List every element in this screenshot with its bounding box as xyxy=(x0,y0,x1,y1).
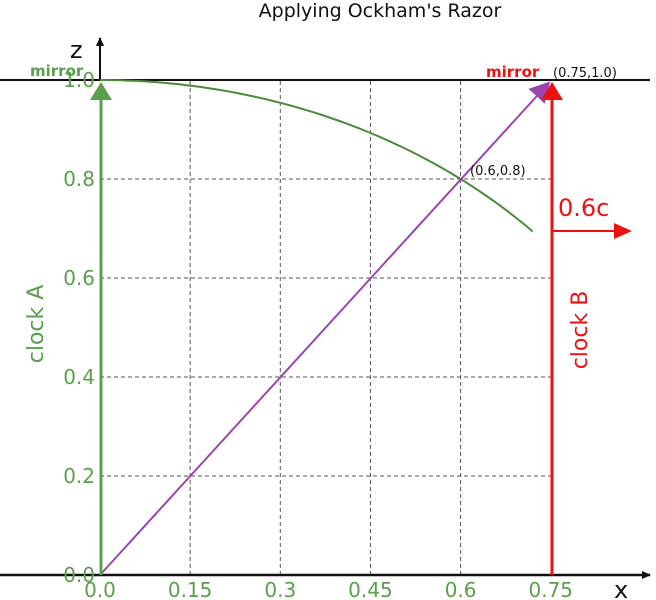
mirror-a-label: mirror xyxy=(30,62,84,80)
z-tick-label: 0.4 xyxy=(63,365,95,389)
z-tick-label: 0.2 xyxy=(63,464,95,488)
diagram-title: Applying Ockham's Razor xyxy=(259,0,502,22)
speed-label: 0.6c xyxy=(558,194,609,222)
x-tick-labels: 0.0 0.15 0.3 0.45 0.6 0.75 xyxy=(84,578,573,600)
x-tick-label: 0.6 xyxy=(445,578,477,600)
z-tick-label: 0.6 xyxy=(63,266,95,290)
z-axis-label: z xyxy=(70,36,83,64)
grid xyxy=(100,80,551,575)
mirror-b-label: mirror xyxy=(486,63,540,81)
x-tick-label: 0.0 xyxy=(84,578,116,600)
mirror-b-point-label: (0.75,1.0) xyxy=(553,66,617,81)
clock-a-label: clock A xyxy=(24,285,49,364)
z-tick-label: 1.0 xyxy=(63,68,95,92)
clock-b-label: clock B xyxy=(568,291,593,370)
x-tick-label: 0.15 xyxy=(168,578,213,600)
z-tick-label: 0.0 xyxy=(63,563,95,587)
light-path-arc xyxy=(100,79,534,233)
x-tick-label: 0.75 xyxy=(528,578,573,600)
x-tick-label: 0.3 xyxy=(264,578,296,600)
light-ray-diagonal xyxy=(99,81,551,576)
x-axis-label: x xyxy=(614,576,628,600)
intersection-point-label: (0.6,0.8) xyxy=(470,164,526,179)
x-tick-label: 0.45 xyxy=(348,578,393,600)
z-tick-label: 0.8 xyxy=(63,167,95,191)
z-tick-labels: 0.0 0.2 0.4 0.6 0.8 1.0 xyxy=(63,68,95,587)
